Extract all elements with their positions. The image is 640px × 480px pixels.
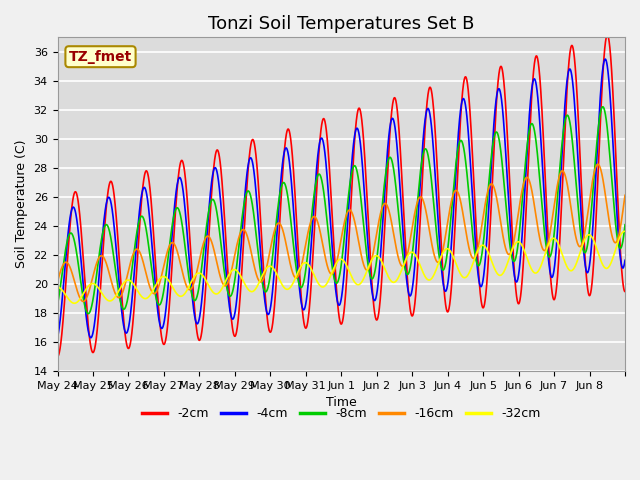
-4cm (385, 139, 392, 144)
-16cm (74, 288, 81, 294)
-4cm (621, 257, 629, 263)
-32cm (70, 300, 78, 306)
-32cm (321, 284, 328, 289)
-32cm (54, 284, 61, 290)
-16cm (400, 263, 408, 268)
-8cm (599, 104, 607, 109)
-32cm (272, 269, 280, 275)
-4cm (272, 249, 280, 254)
-2cm (74, 193, 81, 199)
-16cm (54, 278, 61, 284)
-8cm (385, 157, 392, 163)
-2cm (321, 117, 328, 122)
-16cm (621, 192, 629, 198)
-8cm (272, 224, 280, 230)
-2cm (400, 207, 408, 213)
-4cm (87, 335, 95, 341)
Y-axis label: Soil Temperature (C): Soil Temperature (C) (15, 140, 28, 268)
-2cm (486, 220, 494, 226)
-16cm (594, 161, 602, 167)
-16cm (321, 250, 328, 256)
Legend: -2cm, -4cm, -8cm, -16cm, -32cm: -2cm, -4cm, -8cm, -16cm, -32cm (137, 402, 545, 425)
-4cm (602, 56, 609, 62)
-8cm (321, 194, 328, 200)
-2cm (384, 158, 392, 164)
-32cm (621, 228, 628, 234)
X-axis label: Time: Time (326, 396, 356, 409)
Line: -2cm: -2cm (58, 35, 625, 357)
Line: -16cm: -16cm (58, 164, 625, 301)
Line: -4cm: -4cm (58, 59, 625, 338)
Line: -32cm: -32cm (58, 231, 625, 303)
-2cm (604, 32, 611, 38)
-2cm (272, 289, 280, 295)
-4cm (54, 335, 61, 340)
-2cm (621, 288, 629, 294)
Text: TZ_fmet: TZ_fmet (69, 50, 132, 64)
-8cm (400, 258, 408, 264)
-8cm (84, 311, 92, 316)
-16cm (486, 181, 494, 187)
-2cm (54, 354, 61, 360)
-16cm (385, 205, 392, 211)
-4cm (400, 241, 408, 247)
-32cm (400, 262, 408, 268)
-8cm (486, 162, 494, 168)
-4cm (74, 220, 81, 226)
-4cm (486, 176, 494, 181)
-32cm (621, 228, 629, 234)
-32cm (385, 274, 392, 279)
-8cm (54, 302, 61, 308)
-8cm (74, 254, 81, 260)
-16cm (79, 299, 87, 304)
-16cm (272, 224, 280, 230)
Title: Tonzi Soil Temperatures Set B: Tonzi Soil Temperatures Set B (208, 15, 474, 33)
Line: -8cm: -8cm (58, 107, 625, 313)
-32cm (74, 299, 81, 305)
-8cm (621, 222, 629, 228)
-4cm (321, 146, 328, 152)
-32cm (486, 255, 494, 261)
